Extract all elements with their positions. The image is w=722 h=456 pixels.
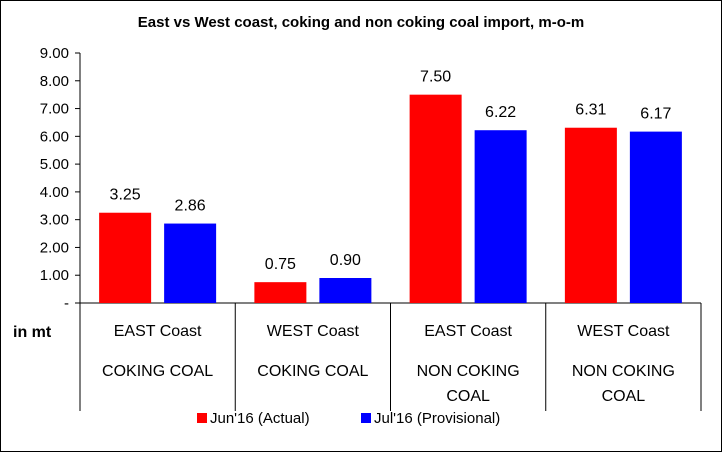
category-label-coast: WEST Coast: [267, 323, 360, 340]
bar: [99, 212, 152, 303]
y-tick-label: 3.00: [40, 212, 69, 229]
y-tick-label: 6.00: [40, 128, 69, 145]
data-label: 6.17: [640, 106, 671, 123]
bar: [474, 130, 527, 303]
legend-swatch: [197, 413, 207, 423]
legend-label: Jul'16 (Provisional): [374, 410, 500, 427]
category-label-coal: COKING COAL: [102, 363, 213, 380]
y-tick-label: 2.00: [40, 239, 69, 256]
legend: Jun'16 (Actual) Jul'16 (Provisional): [197, 410, 500, 427]
data-label: 2.86: [175, 198, 206, 215]
y-tick-label: 5.00: [40, 156, 69, 173]
chart-title: East vs West coast, coking and non cokin…: [138, 14, 584, 31]
bar: [629, 131, 682, 303]
legend-swatch: [361, 413, 371, 423]
category-label-coast: EAST Coast: [114, 323, 202, 340]
data-label: 6.31: [575, 102, 606, 119]
y-tick-label: 4.00: [40, 184, 69, 201]
category-label-coast: EAST Coast: [424, 323, 512, 340]
bars: [99, 94, 682, 304]
y-axis: - 1.00 2.00 3.00 4.00 5.00 6.00 7.00 8.00 9.00: [40, 45, 81, 312]
bar: [164, 223, 217, 303]
category-label-coal: COKING COAL: [257, 363, 368, 380]
category-label-coal: COAL: [602, 388, 646, 405]
bar: [254, 282, 307, 303]
category-label-coast: WEST Coast: [577, 323, 670, 340]
bar: [409, 94, 462, 304]
data-label: 6.22: [485, 104, 516, 121]
data-label: 3.25: [110, 187, 141, 204]
data-label: 7.50: [420, 69, 451, 86]
data-label: 0.90: [330, 252, 361, 269]
bar: [319, 278, 372, 303]
y-tick-label: 7.00: [40, 101, 69, 118]
data-labels: 3.25 0.75 7.50 6.31 2.86 0.90 6.22 6.17: [110, 69, 672, 273]
y-tick-label: 9.00: [40, 45, 69, 62]
y-tick-label: 1.00: [40, 267, 69, 284]
bar: [564, 127, 617, 303]
legend-label: Jun'16 (Actual): [210, 410, 310, 427]
unit-label: in mt: [13, 324, 52, 341]
category-label-coal: NON COKING: [572, 363, 675, 380]
data-label: 0.75: [265, 256, 296, 273]
y-tick-label: 8.00: [40, 73, 69, 90]
category-label-coal: COAL: [446, 388, 490, 405]
category-labels: EAST Coast COKING COAL WEST Coast COKING CO…: [102, 323, 675, 405]
category-label-coal: NON COKING: [417, 363, 520, 380]
y-tick-label: -: [64, 295, 69, 312]
